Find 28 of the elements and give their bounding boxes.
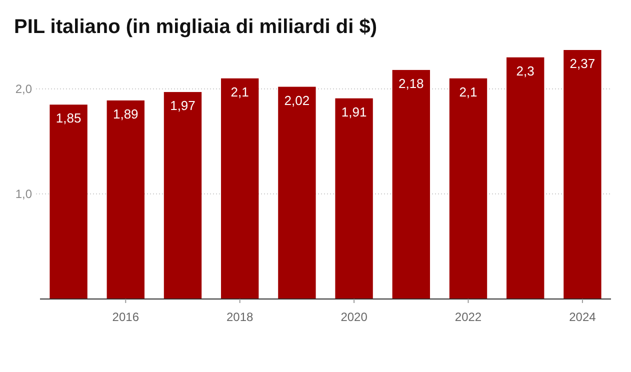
bar [506,57,544,299]
bar [164,92,202,299]
bar [221,78,259,299]
x-tick-label: 2020 [340,310,368,324]
bar [106,100,144,299]
x-tick-label: 2018 [226,310,254,324]
x-tick-label: 2024 [569,310,596,324]
y-tick-label: 2,0 [15,82,32,96]
bar [449,78,488,299]
data-label: 2,37 [570,56,596,71]
x-tick-label: 2016 [112,310,140,324]
data-label: 1,89 [112,106,138,122]
data-label: 1,97 [170,98,196,114]
chart-title: PIL italiano (in migliaia di miliardi di $) [14,16,378,38]
x-tick-label: 2022 [454,310,482,324]
bar [335,98,373,299]
data-label: 1,91 [341,104,367,120]
bar [564,50,602,299]
y-tick-label: 1,0 [15,187,32,202]
data-label: 2,1 [459,84,478,100]
data-label: 2,1 [230,84,249,100]
bar [392,70,430,299]
bar [50,104,88,299]
bar [278,86,316,299]
data-label: 2,02 [284,92,310,108]
data-label: 1,85 [56,110,82,126]
data-label: 2,18 [398,76,424,91]
data-label: 2,3 [516,63,534,78]
